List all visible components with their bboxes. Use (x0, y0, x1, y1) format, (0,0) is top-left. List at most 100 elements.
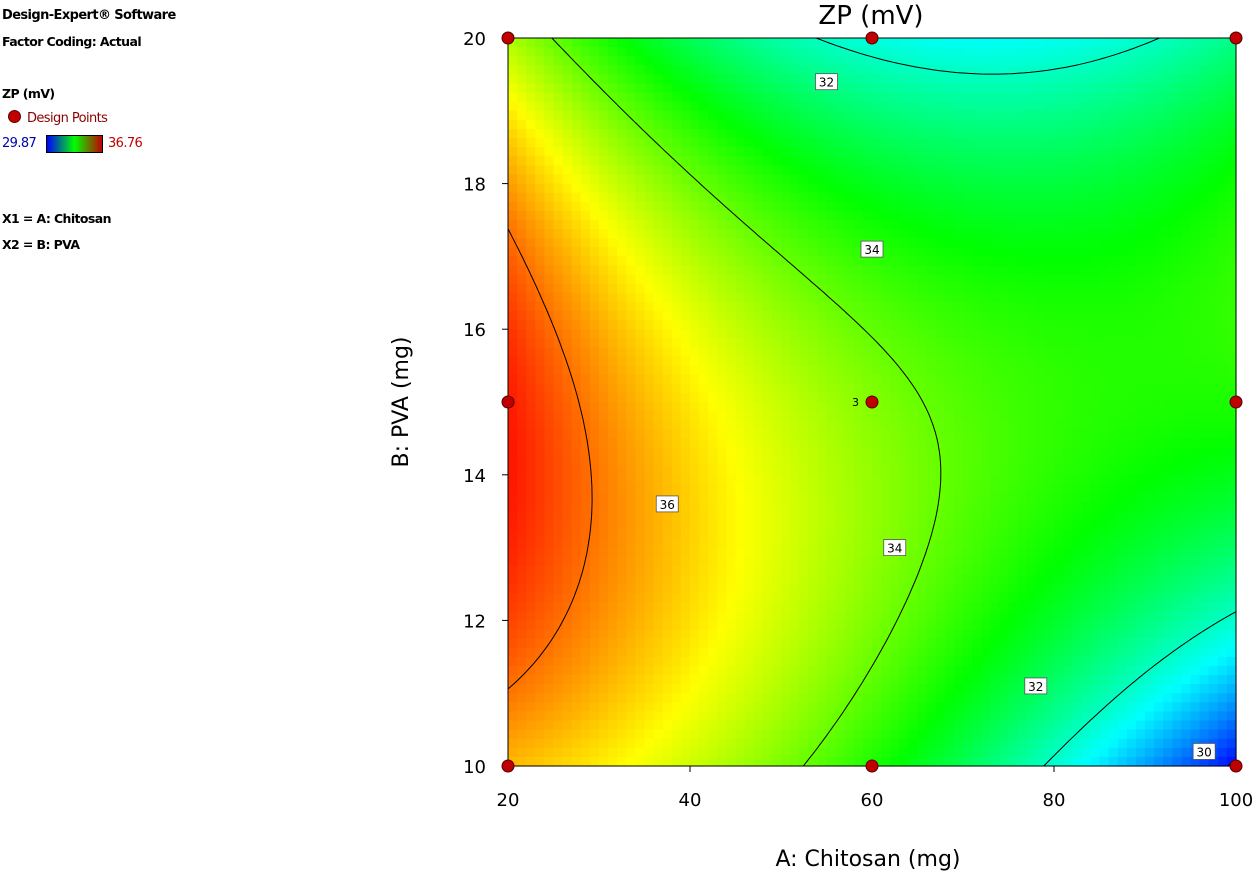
heatmap-cell (963, 511, 973, 521)
heatmap-cell (890, 311, 900, 321)
heatmap-cell (799, 110, 809, 121)
heatmap-cell (1026, 129, 1037, 139)
heatmap-cell (608, 256, 618, 267)
heatmap-cell (862, 138, 873, 148)
heatmap-cell (926, 611, 937, 621)
heatmap-cell (762, 538, 773, 549)
heatmap-cell (553, 256, 564, 267)
heatmap-cell (662, 656, 673, 667)
heatmap-cell (817, 256, 828, 267)
heatmap-cell (699, 119, 709, 130)
heatmap-cell (790, 565, 800, 576)
heatmap-cell (553, 656, 564, 667)
heatmap-cell (644, 693, 655, 703)
heatmap-cell (890, 493, 900, 503)
heatmap-cell (799, 174, 809, 185)
heatmap-cell (908, 101, 919, 112)
heatmap-cell (562, 147, 573, 157)
heatmap-cell (862, 547, 873, 558)
heatmap-cell (535, 702, 545, 712)
heatmap-cell (617, 165, 627, 176)
heatmap-cell (744, 420, 755, 430)
heatmap-cell (617, 83, 627, 94)
heatmap-cell (999, 201, 1010, 212)
heatmap-cell (626, 420, 636, 430)
heatmap-cell (899, 747, 909, 758)
heatmap-cell (926, 238, 937, 248)
heatmap-cell (589, 83, 600, 94)
heatmap-cell (735, 638, 746, 649)
heatmap-cell (571, 292, 582, 303)
heatmap-cell (799, 365, 809, 376)
heatmap-cell (835, 520, 846, 530)
heatmap-cell (1026, 247, 1037, 257)
heatmap-cell (762, 129, 773, 139)
heatmap-cell (944, 47, 955, 57)
heatmap-cell (781, 229, 791, 239)
heatmap-cell (890, 502, 900, 512)
heatmap-cell (717, 292, 727, 303)
heatmap-cell (735, 38, 746, 48)
heatmap-cell (1063, 456, 1073, 467)
heatmap-cell (544, 383, 555, 394)
heatmap-cell (744, 738, 755, 749)
heatmap-cell (835, 529, 846, 540)
heatmap-cell (790, 638, 800, 649)
heatmap-cell (553, 611, 564, 621)
heatmap-cell (890, 292, 900, 303)
heatmap-cell (608, 329, 618, 339)
heatmap-cell (862, 638, 873, 649)
heatmap-cell (517, 65, 527, 75)
heatmap-cell (508, 229, 518, 239)
heatmap-cell (1026, 529, 1037, 540)
heatmap-cell (726, 119, 737, 130)
heatmap-cell (680, 711, 691, 722)
heatmap-cell (999, 538, 1010, 549)
heatmap-cell (690, 502, 700, 512)
heatmap-cell (562, 402, 573, 412)
heatmap-cell (926, 38, 937, 48)
heatmap-cell (862, 210, 873, 221)
heatmap-cell (963, 165, 973, 176)
heatmap-cell (908, 411, 919, 421)
heatmap-cell (517, 456, 527, 467)
heatmap-cell (1063, 119, 1073, 130)
heatmap-cell (944, 738, 955, 749)
heatmap-cell (599, 738, 609, 749)
heatmap-cell (708, 720, 718, 731)
heatmap-cell (926, 547, 937, 558)
heatmap-cell (799, 465, 809, 476)
heatmap-cell (571, 547, 582, 558)
heatmap-cell (935, 502, 946, 512)
heatmap-cell (717, 693, 727, 703)
heatmap-cell (680, 74, 691, 85)
heatmap-cell (908, 538, 919, 549)
heatmap-cell (1063, 474, 1073, 485)
heatmap-cell (926, 556, 937, 567)
heatmap-cell (799, 83, 809, 94)
heatmap-cell (872, 638, 882, 649)
heatmap-cell (626, 301, 636, 312)
heatmap-cell (508, 729, 518, 740)
heatmap-cell (662, 729, 673, 740)
heatmap-cell (644, 611, 655, 621)
heatmap-cell (1044, 74, 1055, 85)
heatmap-cell (762, 756, 773, 767)
heatmap-cell (899, 411, 909, 421)
heatmap-cell (790, 647, 800, 658)
heatmap-cell (926, 465, 937, 476)
heatmap-cell (981, 665, 991, 676)
heatmap-cell (635, 474, 646, 485)
heatmap-cell (1072, 238, 1082, 248)
heatmap-cell (917, 392, 928, 403)
heatmap-cell (917, 347, 928, 358)
heatmap-cell (862, 92, 873, 103)
heatmap-cell (835, 383, 846, 394)
heatmap-cell (644, 101, 655, 112)
heatmap-cell (981, 483, 991, 494)
heatmap-cell (972, 520, 982, 530)
heatmap-cell (753, 38, 764, 48)
heatmap-cell (808, 693, 818, 703)
heatmap-cell (771, 201, 782, 212)
heatmap-cell (562, 447, 573, 458)
